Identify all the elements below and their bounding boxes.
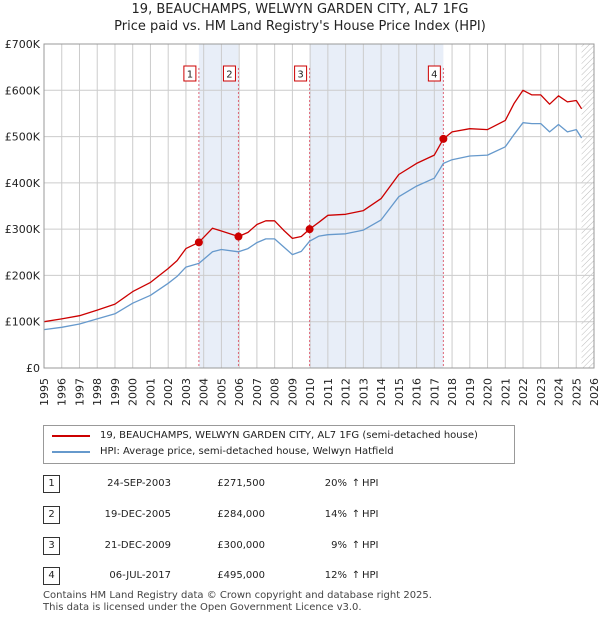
transaction-hpi: HPI [362, 478, 379, 489]
x-tick-label: 1999 [109, 378, 122, 406]
x-tick-label: 2022 [517, 378, 530, 406]
shaded-range [309, 44, 444, 368]
x-tick-label: 1995 [38, 378, 51, 406]
transaction-date: 21-DEC-2009 [104, 540, 171, 551]
x-tick-label: 2006 [233, 378, 246, 406]
x-tick-label: 2025 [570, 378, 583, 406]
transaction-number: 4 [43, 567, 60, 585]
transaction-price: £300,000 [217, 540, 265, 551]
x-tick-label: 1998 [91, 378, 104, 406]
transaction-hpi: HPI [362, 540, 379, 551]
transaction-number: 1 [43, 475, 60, 493]
price-chart: £0 £100K £200K £300K £400K £500K £600K £700K 199… [5, 38, 600, 406]
future-hatch [581, 44, 594, 368]
x-tick-label: 2005 [215, 378, 228, 406]
transaction-price: £284,000 [217, 509, 265, 520]
x-tick-label: 2001 [144, 378, 157, 406]
x-tick-label: 2021 [499, 378, 512, 406]
transaction-pct: 9% [331, 540, 347, 551]
x-tick-label: 2023 [535, 378, 548, 406]
y-tick-label: £0 [26, 362, 40, 375]
x-tick-label: 2007 [251, 378, 264, 406]
sale-label-box [427, 65, 441, 82]
transaction-pct: 12% [324, 570, 347, 581]
y-tick-label: £400K [5, 177, 41, 190]
shaded-range [198, 44, 239, 368]
y-tick-label: £300K [5, 223, 41, 236]
property-price-line [43, 89, 583, 323]
x-tick-label: 1997 [73, 378, 86, 406]
transaction-price: £271,500 [217, 478, 265, 489]
x-tick-label: 2009 [286, 378, 299, 406]
transaction-price: £495,000 [217, 570, 265, 581]
sale-point [234, 232, 243, 241]
transaction-pct: 14% [324, 509, 347, 520]
table-row: 3 21-DEC-2009 £300,000 9% ↑ HPI [43, 537, 383, 555]
legend-swatch-hpi [52, 451, 90, 453]
y-tick-label: £200K [5, 269, 41, 282]
x-tick-label: 2017 [428, 378, 441, 406]
x-tick-label: 2024 [553, 378, 566, 406]
table-row: 2 19-DEC-2005 £284,000 14% ↑ HPI [43, 506, 383, 524]
x-tick-label: 2010 [304, 378, 317, 406]
sale-point [439, 134, 448, 143]
x-tick-label: 2013 [357, 378, 370, 406]
x-tick-label: 2011 [322, 378, 335, 406]
transaction-date: 19-DEC-2005 [104, 509, 171, 520]
up-arrow-icon: ↑ [351, 478, 361, 489]
up-arrow-icon: ↑ [351, 570, 361, 581]
footer-license: This data is licensed under the Open Gov… [43, 602, 362, 613]
legend-label-property: 19, BEAUCHAMPS, WELWYN GARDEN CITY, AL7 … [100, 430, 478, 441]
legend-label-hpi: HPI: Average price, semi-detached house,… [100, 446, 394, 457]
x-tick-label: 1996 [56, 378, 69, 406]
sale-label-box [183, 65, 197, 82]
sale-label-box [294, 65, 308, 82]
x-tick-label: 2026 [588, 378, 600, 406]
sale-label: 2 [226, 70, 232, 81]
up-arrow-icon: ↑ [351, 540, 361, 551]
plot-border [43, 43, 595, 369]
x-tick-label: 2016 [411, 378, 424, 406]
sale-label: 4 [431, 70, 437, 81]
transaction-number: 3 [43, 537, 60, 555]
x-tick-label: 2019 [464, 378, 477, 406]
chart-subtitle: Price paid vs. HM Land Registry's House … [114, 19, 486, 34]
x-tick-label: 2008 [269, 378, 282, 406]
sale-point [194, 238, 203, 247]
transaction-date: 06-JUL-2017 [109, 570, 171, 581]
x-tick-label: 2002 [162, 378, 175, 406]
x-tick-label: 2012 [340, 378, 353, 406]
transaction-number: 2 [43, 506, 60, 524]
legend-swatch-property [52, 435, 90, 437]
transaction-date: 24-SEP-2003 [107, 478, 171, 489]
y-tick-label: £500K [5, 131, 41, 144]
x-tick-label: 2000 [127, 378, 140, 406]
y-tick-label: £100K [5, 316, 41, 329]
transaction-hpi: HPI [362, 509, 379, 520]
table-row: 4 06-JUL-2017 £495,000 12% ↑ HPI [43, 567, 383, 585]
table-row: 1 24-SEP-2003 £271,500 20% ↑ HPI [43, 475, 383, 493]
transaction-hpi: HPI [362, 570, 379, 581]
x-tick-label: 2018 [446, 378, 459, 406]
x-tick-label: 2015 [393, 378, 406, 406]
y-tick-label: £700K [5, 38, 41, 51]
x-tick-label: 2004 [198, 378, 211, 406]
x-tick-label: 2014 [375, 378, 388, 406]
transaction-pct: 20% [324, 478, 347, 489]
x-tick-label: 2003 [180, 378, 193, 406]
chart-legend: 19, BEAUCHAMPS, WELWYN GARDEN CITY, AL7 … [43, 425, 515, 464]
sale-point [305, 225, 314, 234]
x-tick-label: 2020 [482, 378, 495, 406]
sale-label: 1 [187, 70, 193, 81]
chart-title: 19, BEAUCHAMPS, WELWYN GARDEN CITY, AL7 … [131, 2, 469, 17]
footer-copyright: Contains HM Land Registry data © Crown c… [43, 590, 432, 601]
sale-label: 3 [297, 70, 303, 81]
hpi-line [43, 122, 583, 331]
sale-label-box [222, 65, 236, 82]
up-arrow-icon: ↑ [351, 509, 361, 520]
y-tick-label: £600K [5, 84, 41, 97]
